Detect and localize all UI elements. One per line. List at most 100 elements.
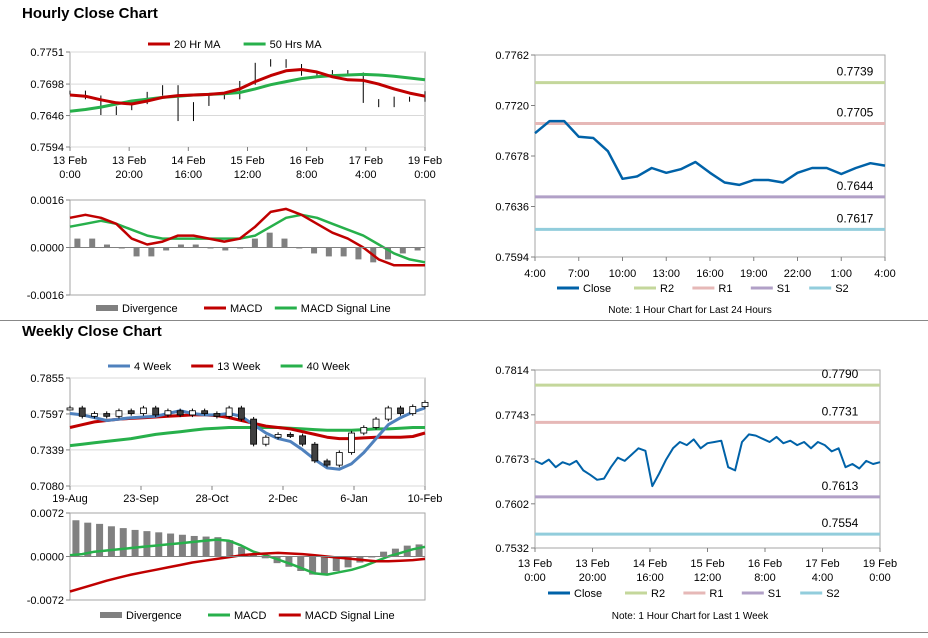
section-divider	[0, 320, 928, 321]
weekly-divergence-bar	[107, 526, 115, 557]
weekly-close-x-label: 19 Feb	[863, 558, 897, 570]
hourly-divergence-bar	[266, 232, 273, 248]
weekly-divergence-bar	[261, 556, 269, 559]
hourly-price-x-label: 19 Feb	[408, 155, 442, 167]
hourly-divergence-bar	[385, 247, 392, 260]
hourly-divergence-bar	[133, 247, 140, 257]
hourly-divergence-bar	[414, 247, 421, 251]
hourly-close-line	[534, 119, 886, 187]
weekly-price-y-tick-label: 0.7597	[30, 409, 64, 421]
hourly-price-x-label: 4:00	[355, 169, 376, 181]
hourly-close-x-label: 22:00	[784, 268, 812, 280]
weekly-price-candle-body	[421, 401, 429, 407]
weekly-close-legend-label: Close	[574, 588, 602, 600]
hourly-price-x-label: 15 Feb	[230, 155, 264, 167]
weekly-price-y-tick-label: 0.7080	[30, 481, 64, 493]
weekly-price-x-label: 6-Jan	[340, 493, 368, 505]
weekly-macd-legend-label: Divergence	[126, 610, 182, 622]
hourly-close-y-tick-label: 0.7594	[495, 252, 529, 264]
hourly-macd-legend-label: MACD	[230, 303, 262, 315]
hourly-price-x-label: 0:00	[59, 169, 80, 181]
hourly-close-y-tick-label: 0.7720	[495, 101, 529, 113]
weekly-close-legend-label: S1	[768, 588, 781, 600]
weekly-price-legend-label: 13 Week	[217, 361, 261, 373]
weekly-price-candle-body	[164, 410, 172, 416]
hourly-close-note: Note: 1 Hour Chart for Last 24 Hours	[608, 305, 771, 316]
hourly-price-x-label: 20:00	[115, 169, 143, 181]
hourly-divergence-bar	[355, 247, 362, 260]
weekly-close-x-label: 16 Feb	[748, 558, 782, 570]
hourly-close-x-label: 19:00	[740, 268, 768, 280]
hourly-close-x-label: 13:00	[652, 268, 680, 280]
hourly-price-x-label: 17 Feb	[349, 155, 383, 167]
weekly-price-candle-body	[115, 410, 123, 417]
weekly-close-y-tick-label: 0.7814	[495, 365, 529, 377]
weekly-price-candle-body	[152, 407, 160, 416]
hourly-divergence-bar	[281, 238, 288, 248]
weekly-price-x-label: 2-Dec	[268, 493, 298, 505]
weekly-close-legend-label: R1	[709, 588, 723, 600]
weekly-close-x-label: 16:00	[636, 572, 664, 584]
hourly-macd-y-tick-label: 0.0000	[30, 243, 64, 255]
weekly-price-candle-body	[323, 460, 331, 466]
hourly-divergence-bar	[311, 247, 318, 254]
weekly-divergence-bar	[214, 537, 222, 557]
hourly-price-x-label: 0:00	[414, 169, 435, 181]
weekly-close-x-label: 8:00	[754, 572, 775, 584]
weekly-level-s2-label: 0.7554	[822, 516, 859, 530]
weekly-price-candle-body	[311, 443, 319, 462]
weekly-level-r1-label: 0.7731	[822, 404, 859, 418]
weekly-divergence-bar	[391, 548, 399, 557]
hourly-macd-y-tick-label: -0.0016	[27, 290, 64, 302]
weekly-macd-legend-label: MACD	[234, 610, 266, 622]
weekly-close-x-label: 14 Feb	[633, 558, 667, 570]
weekly-price-candle-body	[397, 407, 404, 414]
weekly-close-x-label: 17 Feb	[805, 558, 839, 570]
weekly-price-candle-body	[66, 407, 74, 411]
weekly-divergence-bar	[238, 546, 246, 557]
weekly-price-candle-body	[348, 432, 355, 453]
hourly-20hr-ma-line	[69, 68, 426, 106]
hourly-close-y-tick-label: 0.7636	[495, 202, 529, 214]
weekly-close-x-label: 20:00	[579, 572, 607, 584]
weekly-price-candle-body	[225, 407, 233, 417]
weekly-price-legend-label: 40 Week	[307, 361, 351, 373]
weekly-price-candle-body	[127, 410, 135, 414]
weekly-divergence-bar	[178, 534, 186, 557]
weekly-divergence-bar	[309, 556, 317, 575]
hourly-close-y-tick-label: 0.7762	[495, 50, 529, 62]
weekly-close-y-tick-label: 0.7673	[495, 454, 529, 466]
weekly-divergence-bar	[96, 523, 104, 557]
weekly-macd-y-tick-label: -0.0072	[27, 595, 64, 607]
hourly-divergence-bar	[340, 247, 347, 257]
weekly-macd-y-tick-label: 0.0000	[30, 552, 64, 564]
hourly-level-r1-label: 0.7705	[837, 106, 874, 120]
weekly-divergence-bar	[297, 556, 305, 571]
weekly-close-y-tick-label: 0.7532	[495, 543, 529, 555]
hourly-close-legend-label: R1	[718, 283, 732, 295]
weekly-close-x-label: 13 Feb	[575, 558, 609, 570]
hourly-divergence-bar	[192, 244, 199, 248]
hourly-divergence-bar	[399, 247, 406, 254]
hourly-price-x-label: 12:00	[234, 169, 262, 181]
weekly-close-x-label: 13 Feb	[518, 558, 552, 570]
weekly-close-y-tick-label: 0.7602	[495, 499, 529, 511]
hourly-close-x-label: 4:00	[874, 268, 895, 280]
weekly-divergence-bar	[143, 531, 151, 557]
weekly-price-x-label: 10-Feb	[408, 493, 443, 505]
hourly-close-legend-label: R2	[660, 283, 674, 295]
hourly-price-plot-area	[69, 51, 426, 148]
weekly-close-note: Note: 1 Hour Chart for Last 1 Week	[612, 611, 770, 622]
weekly-price-candle-body	[262, 436, 270, 445]
weekly-price-candle-body	[213, 413, 221, 417]
weekly-price-candle-body	[409, 406, 417, 414]
hourly-close-x-label: 1:00	[831, 268, 852, 280]
weekly-close-legend-label: S2	[826, 588, 839, 600]
weekly-price-candle-body	[140, 407, 147, 414]
weekly-price-candle-body	[274, 434, 282, 438]
weekly-price-candle-body	[250, 418, 258, 445]
hourly-price-x-label: 14 Feb	[171, 155, 205, 167]
hourly-level-s1-label: 0.7644	[837, 179, 874, 193]
weekly-level-r2-label: 0.7790	[822, 367, 859, 381]
